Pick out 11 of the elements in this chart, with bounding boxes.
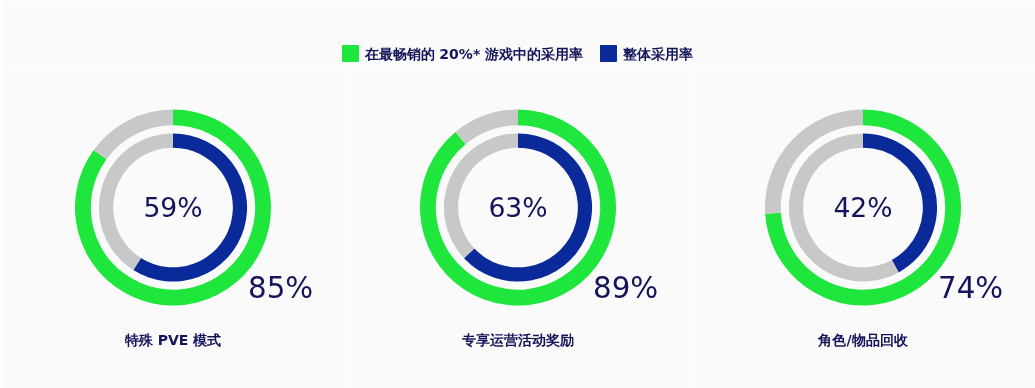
legend-label: 整体采用率	[621, 45, 693, 62]
data-label: 63%	[488, 192, 548, 223]
legend-label: 在最畅销的 20%* 游戏中的采用率	[363, 45, 584, 62]
text: 特殊 PVE 模式	[123, 332, 222, 349]
text: 角色/物品回收	[817, 332, 909, 349]
data-label: 59%	[143, 192, 203, 223]
data-label: 74%	[937, 270, 1004, 305]
data-label: 42%	[833, 192, 893, 223]
text: 专享运营活动奖励	[461, 332, 574, 349]
data-label: 89%	[592, 270, 659, 305]
data-label: 85%	[247, 270, 314, 305]
